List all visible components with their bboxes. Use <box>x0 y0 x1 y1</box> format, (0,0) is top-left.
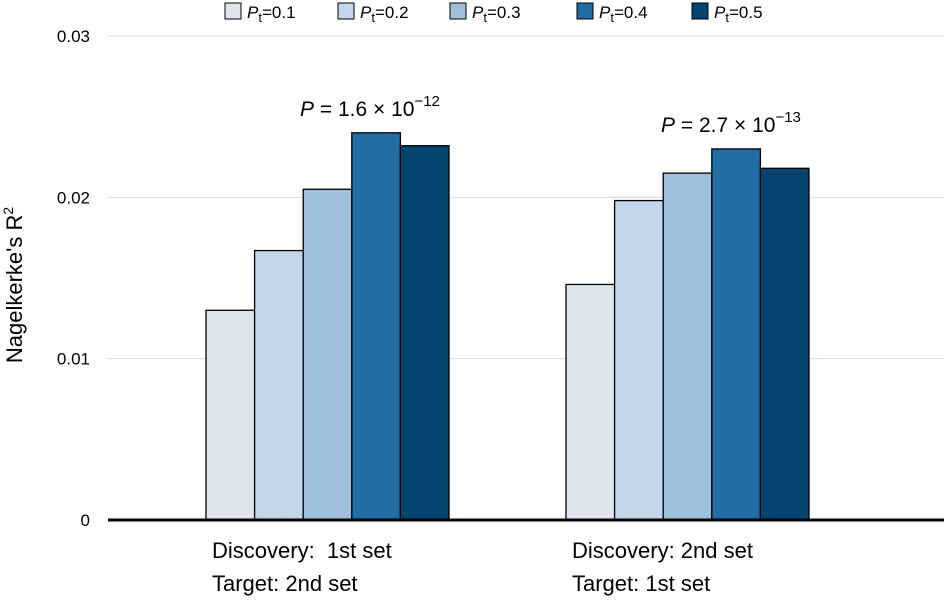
bars <box>205 132 810 521</box>
legend-swatch <box>224 2 242 20</box>
legend: Pt=0.1 Pt=0.2 Pt=0.3 Pt=0.4 Pt=0.5 <box>224 2 763 25</box>
category-labels: Discovery: 1st set Target: 2nd set Discove… <box>212 538 753 596</box>
y-axis-label: Nagelkerke's R2 <box>0 207 27 363</box>
legend-label: Pt=0.5 <box>714 3 763 25</box>
annotations: P = 1.6 × 10−12 P = 2.7 × 10−13 <box>300 93 801 137</box>
y-tick-label: 0 <box>81 511 90 530</box>
bar-pt-0-5-group-2 <box>759 167 810 521</box>
bar-pt-0-4-group-1 <box>351 132 402 521</box>
category-label-line2: Target: 2nd set <box>212 571 358 596</box>
p-value-annotation: P = 2.7 × 10−13 <box>661 109 801 137</box>
legend-label: Pt=0.1 <box>247 3 296 25</box>
bar-pt-0-2-group-2 <box>613 199 664 521</box>
bar-pt-0-1-group-1 <box>205 309 256 521</box>
legend-swatch <box>691 2 709 20</box>
y-tick-label: 0.03 <box>57 27 90 46</box>
bar-pt-0-4-group-2 <box>711 148 762 521</box>
y-tick-label: 0.02 <box>57 188 90 207</box>
legend-label: Pt=0.4 <box>599 3 648 25</box>
p-value-annotation: P = 1.6 × 10−12 <box>300 93 440 121</box>
bar-pt-0-3-group-1 <box>302 188 353 521</box>
y-tick-label: 0.01 <box>57 350 90 369</box>
legend-swatch <box>576 2 594 20</box>
bar-pt-0-3-group-2 <box>662 172 713 521</box>
y-axis-label-text: Nagelkerke's R <box>2 215 27 363</box>
category-label-line1: Discovery: 2nd set <box>572 538 753 563</box>
legend-swatch <box>449 2 467 20</box>
y-axis-label-sup: 2 <box>0 207 16 215</box>
y-axis-ticks: 0 0.01 0.02 0.03 <box>57 27 90 530</box>
bar-pt-0-5-group-1 <box>399 145 450 521</box>
bar-pt-0-1-group-2 <box>565 283 616 521</box>
bar-pt-0-2-group-1 <box>253 249 304 521</box>
legend-label: Pt=0.2 <box>360 3 409 25</box>
legend-label: Pt=0.3 <box>472 3 521 25</box>
legend-swatch <box>337 2 355 20</box>
category-label-line2: Target: 1st set <box>572 571 710 596</box>
category-label-line1: Discovery: 1st set <box>212 538 392 563</box>
